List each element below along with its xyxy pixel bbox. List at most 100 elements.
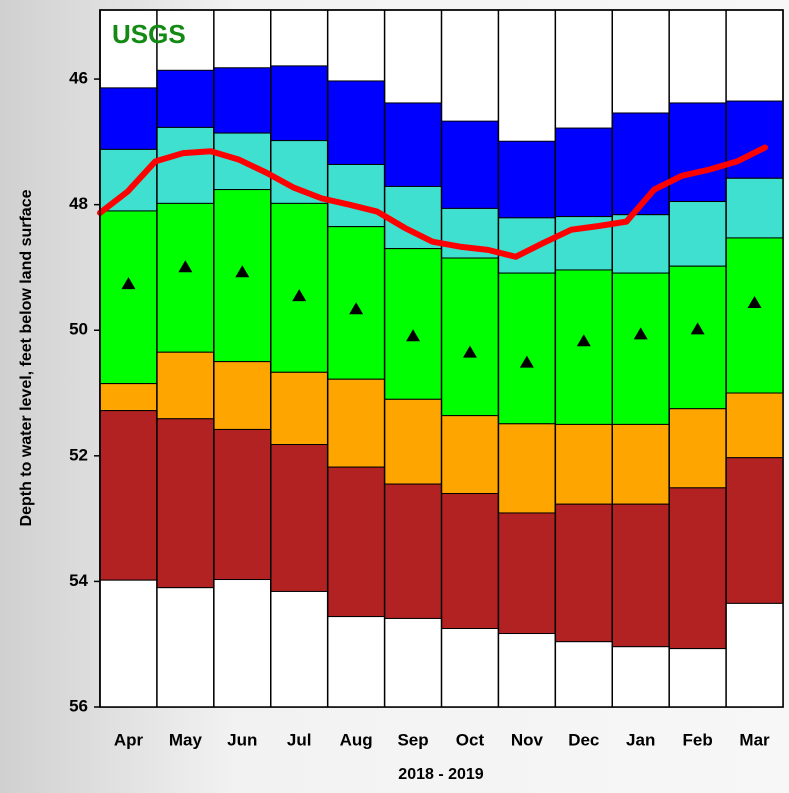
percentile-band bbox=[156, 587, 215, 708]
x-tick-label: Jul bbox=[287, 730, 312, 749]
percentile-band bbox=[497, 423, 556, 514]
percentile-band bbox=[99, 87, 158, 150]
percentile-band bbox=[725, 177, 784, 239]
x-tick-label: Dec bbox=[568, 730, 599, 749]
percentile-band bbox=[270, 371, 329, 446]
water-level-line bbox=[97, 144, 768, 260]
x-tick-label: Aug bbox=[340, 730, 373, 749]
percentile-band bbox=[270, 140, 329, 204]
percentile-band bbox=[213, 67, 272, 134]
percentile-band bbox=[725, 100, 784, 179]
percentile-band bbox=[270, 444, 329, 592]
percentile-band bbox=[725, 392, 784, 459]
y-tick-label: 56 bbox=[69, 696, 88, 715]
percentile-band bbox=[327, 616, 386, 708]
x-tick-label: Apr bbox=[114, 730, 144, 749]
percentile-band bbox=[99, 148, 158, 212]
percentile-band bbox=[441, 493, 499, 630]
percentile-band bbox=[384, 398, 443, 485]
x-tick-label: Sep bbox=[397, 730, 428, 749]
percentile-band bbox=[668, 408, 727, 489]
percentile-band bbox=[156, 418, 215, 589]
percentile-band bbox=[327, 80, 386, 165]
median-marker bbox=[690, 322, 705, 335]
x-tick-label: May bbox=[169, 730, 203, 749]
percentile-band bbox=[384, 483, 443, 619]
percentile-band bbox=[384, 617, 443, 708]
percentile-band bbox=[441, 257, 499, 417]
percentile-band bbox=[99, 210, 158, 385]
median-marker bbox=[349, 302, 364, 315]
percentile-band bbox=[99, 383, 158, 412]
percentile-band bbox=[497, 140, 556, 219]
logo: USGS bbox=[112, 19, 186, 49]
median-marker bbox=[178, 260, 193, 273]
x-tick-label: Oct bbox=[456, 730, 485, 749]
percentile-band bbox=[441, 120, 499, 209]
x-tick-label: Feb bbox=[683, 730, 713, 749]
percentile-band bbox=[213, 428, 272, 581]
percentile-band bbox=[441, 628, 499, 708]
percentile-band bbox=[611, 112, 670, 216]
median-marker bbox=[633, 327, 648, 340]
median-marker bbox=[576, 334, 591, 347]
percentile-band bbox=[554, 423, 613, 505]
median-marker bbox=[406, 329, 421, 342]
percentile-band bbox=[497, 217, 556, 274]
percentile-band bbox=[99, 579, 158, 708]
x-tick-label: Mar bbox=[739, 730, 770, 749]
percentile-band bbox=[213, 579, 272, 708]
median-marker bbox=[747, 295, 762, 308]
median-marker bbox=[519, 355, 534, 368]
percentile-band bbox=[668, 487, 727, 650]
median-marker bbox=[121, 277, 136, 290]
percentile-band bbox=[213, 361, 272, 430]
percentile-band bbox=[327, 378, 386, 468]
percentile-band bbox=[554, 127, 613, 218]
percentile-band bbox=[611, 272, 670, 425]
percentile-band bbox=[327, 163, 386, 228]
percentile-band bbox=[611, 503, 670, 648]
percentile-band bbox=[327, 466, 386, 618]
percentile-band bbox=[270, 590, 329, 708]
percentile-band bbox=[497, 272, 556, 425]
median-marker bbox=[235, 265, 250, 278]
percentile-band bbox=[156, 126, 215, 204]
y-tick-label: 54 bbox=[69, 571, 88, 590]
percentile-band bbox=[554, 269, 613, 425]
x-tick-label: Nov bbox=[511, 730, 544, 749]
median-marker bbox=[462, 345, 477, 358]
percentile-band bbox=[497, 633, 556, 708]
percentile-band bbox=[156, 202, 215, 353]
percentile-band bbox=[554, 503, 613, 643]
percentile-band bbox=[725, 457, 784, 604]
percentile-band bbox=[384, 248, 443, 400]
percentile-band bbox=[668, 648, 727, 708]
percentile-band bbox=[99, 410, 158, 581]
percentile-band bbox=[668, 102, 727, 203]
percentile-band bbox=[668, 201, 727, 267]
percentile-band bbox=[668, 265, 727, 410]
x-tick-label: Jan bbox=[626, 730, 655, 749]
percentile-band bbox=[725, 602, 784, 708]
x-axis-label: 2018 - 2019 bbox=[398, 766, 484, 783]
percentile-band bbox=[270, 65, 329, 142]
plot-frame bbox=[99, 9, 784, 708]
median-marker bbox=[292, 289, 307, 302]
percentile-band bbox=[270, 202, 329, 373]
percentile-band bbox=[611, 646, 670, 708]
y-tick-label: 52 bbox=[69, 445, 88, 464]
y-tick-label: 46 bbox=[69, 69, 88, 88]
percentile-band bbox=[156, 351, 215, 420]
y-tick-label: 48 bbox=[69, 194, 88, 213]
percentile-band bbox=[497, 512, 556, 635]
y-axis-label: Depth to water level, feet below land su… bbox=[18, 189, 35, 526]
percentile-band bbox=[441, 415, 499, 495]
percentile-band bbox=[611, 423, 670, 505]
percentile-band bbox=[725, 237, 784, 394]
x-tick-label: Jun bbox=[227, 730, 257, 749]
percentile-band bbox=[554, 641, 613, 708]
percentile-band bbox=[384, 102, 443, 187]
y-tick-label: 50 bbox=[69, 320, 88, 339]
